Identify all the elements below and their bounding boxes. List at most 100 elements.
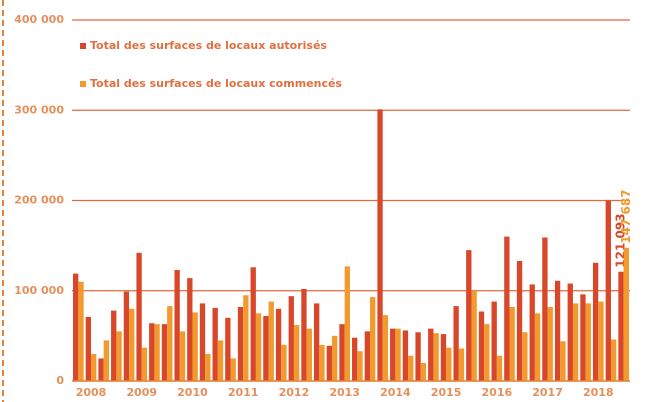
bar	[85, 316, 92, 381]
bar	[78, 281, 84, 381]
bar	[161, 324, 168, 381]
bar	[446, 347, 452, 381]
bar	[281, 344, 287, 381]
bar	[534, 313, 541, 381]
x-tick-label: 2013	[329, 386, 360, 399]
bar	[382, 315, 389, 381]
x-tick-label: 2015	[431, 386, 462, 399]
x-tick-label: 2017	[532, 386, 563, 399]
x-tick-label: 2011	[228, 386, 259, 399]
bar	[243, 295, 249, 381]
bar	[598, 301, 604, 381]
bar	[339, 324, 345, 381]
bar	[103, 340, 110, 381]
x-tick-label: 2012	[279, 386, 310, 399]
bar	[212, 307, 218, 381]
bar	[516, 260, 523, 381]
bar	[390, 328, 396, 381]
legend-swatch	[80, 81, 86, 87]
bar	[275, 308, 282, 381]
bar	[504, 236, 510, 381]
bar	[402, 330, 409, 381]
bar	[509, 306, 515, 381]
bar	[111, 310, 117, 381]
bar	[408, 355, 414, 381]
bar	[263, 316, 269, 381]
y-tick-label: 400 000	[14, 13, 64, 26]
bar	[319, 344, 325, 381]
bar	[268, 301, 274, 381]
bar	[129, 308, 135, 381]
value-label: 147 687	[619, 189, 633, 243]
bar	[306, 328, 312, 381]
bar	[250, 267, 256, 381]
bar	[225, 317, 231, 381]
bar	[542, 237, 548, 381]
bar	[433, 333, 439, 381]
y-tick-label: 300 000	[14, 103, 64, 116]
bar	[466, 250, 472, 381]
bar	[255, 313, 262, 381]
bar	[478, 311, 485, 381]
x-tick-label: 2008	[76, 386, 107, 399]
bar	[458, 348, 465, 381]
bar	[301, 288, 307, 381]
x-tick-label: 2018	[583, 386, 614, 399]
bar	[192, 312, 198, 381]
bar	[98, 358, 104, 381]
bar	[230, 358, 236, 381]
bar	[496, 355, 503, 381]
bar	[237, 306, 244, 381]
y-tick-label: 200 000	[14, 194, 64, 207]
y-tick-label: 100 000	[14, 284, 64, 297]
bar	[428, 328, 434, 381]
bar	[313, 303, 320, 381]
bar	[415, 332, 421, 381]
bar	[187, 278, 193, 381]
bar	[199, 303, 206, 381]
bar	[580, 294, 586, 381]
bar	[522, 332, 528, 381]
bar	[567, 283, 573, 381]
bar	[610, 339, 617, 381]
bar	[364, 331, 371, 381]
bar	[136, 252, 142, 381]
legend-label: Total des surfaces de locaux autorisés	[90, 39, 327, 52]
bar	[484, 324, 490, 381]
bar	[572, 303, 579, 381]
y-tick-label: 0	[56, 374, 64, 387]
bar	[326, 345, 332, 381]
bar	[141, 347, 148, 381]
bar	[395, 328, 401, 381]
bar	[288, 296, 294, 381]
bar	[352, 337, 358, 381]
bar	[623, 247, 629, 381]
bar	[370, 297, 376, 381]
x-tick-label: 2016	[482, 386, 513, 399]
bar	[471, 290, 477, 381]
bar	[217, 340, 224, 381]
legend-swatch	[80, 43, 86, 49]
bar	[344, 266, 350, 381]
bar	[377, 109, 383, 381]
bar	[123, 291, 130, 381]
bar	[154, 324, 160, 381]
bar	[179, 331, 186, 381]
x-tick-label: 2010	[177, 386, 208, 399]
bar	[592, 262, 599, 381]
bar	[149, 323, 155, 381]
bar	[440, 334, 447, 381]
bar	[331, 335, 338, 381]
legend-label: Total des surfaces de locaux commencés	[90, 77, 342, 90]
bar	[73, 273, 79, 381]
bar	[357, 351, 363, 381]
bar	[91, 353, 97, 381]
bar	[420, 362, 427, 381]
bar	[618, 271, 624, 381]
bar	[547, 306, 553, 381]
bar	[174, 269, 180, 381]
bar	[529, 284, 535, 381]
bar	[293, 325, 300, 381]
bar	[205, 353, 211, 381]
